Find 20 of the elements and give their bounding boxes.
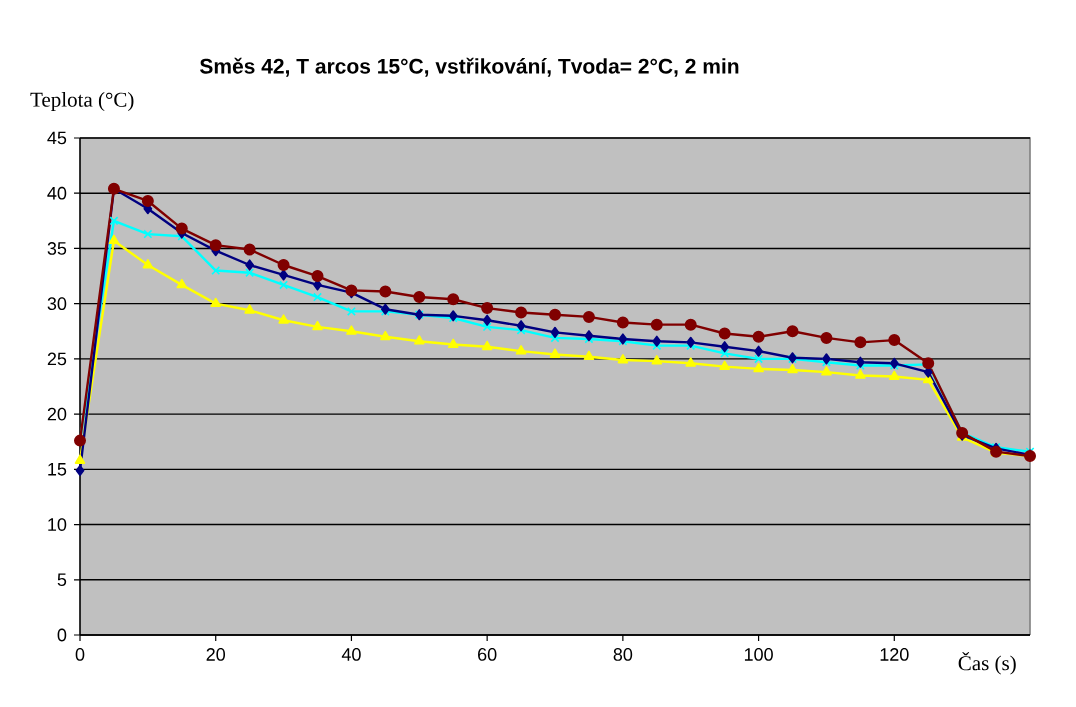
x-tick-label: 60: [478, 648, 497, 661]
y-tick-label: 30: [47, 297, 67, 311]
x-tick-label: 120: [880, 648, 909, 661]
x-tick-label: 80: [613, 648, 633, 661]
x-tick-label: 0: [75, 648, 85, 661]
y-tick-label: 5: [57, 573, 67, 587]
y-axis-title: Teplota (°C): [30, 92, 134, 112]
y-tick-label: 40: [47, 186, 67, 200]
x-axis-title: Čas (s): [958, 652, 1016, 675]
x-tick-label: 20: [206, 648, 226, 661]
y-tick-label: 20: [47, 407, 67, 421]
y-tick-label: 35: [47, 242, 67, 255]
y-tick-label: 0: [57, 628, 67, 642]
y-tick-label: 10: [48, 518, 67, 531]
y-tick-label: 45: [47, 131, 67, 145]
chart-title: Směs 42, T arcos 15°C, vstřikování, Tvoda= 2°C, 2 min: [199, 57, 739, 77]
y-tick-label: 25: [47, 352, 67, 366]
x-tick-label: 100: [744, 648, 773, 661]
x-tick-label: 40: [341, 648, 361, 661]
y-tick-label: 15: [48, 463, 67, 476]
